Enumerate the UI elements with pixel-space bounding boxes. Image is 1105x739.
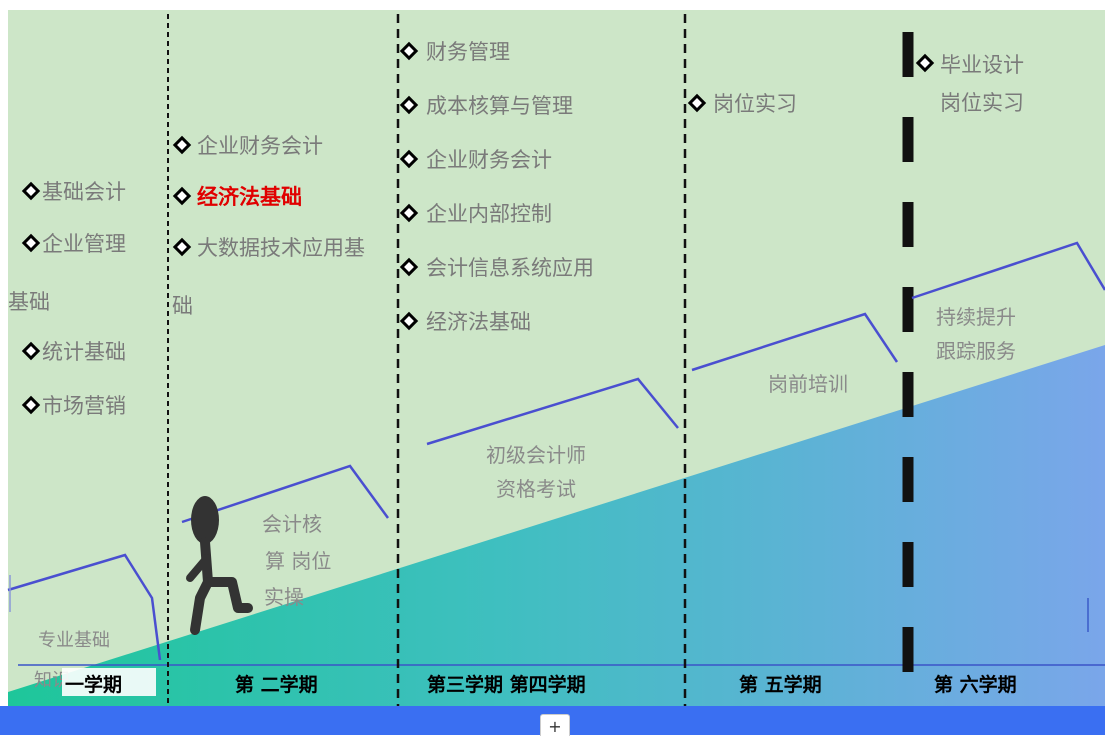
- course-item: 毕业设计: [940, 53, 1024, 77]
- stage-label-col1: 专业基础 知识: [34, 630, 110, 691]
- stage-label-line: 跟踪服务: [936, 339, 1016, 363]
- course-item: 大数据技术应用基: [197, 236, 365, 260]
- course-item-continuation: 基础: [8, 290, 50, 314]
- course-list-col2: 企业财务会计 经济法基础 大数据技术应用基 础: [172, 134, 365, 318]
- semester-label: 第 六学期: [934, 673, 1017, 696]
- diamond-bullet-icon: [399, 95, 419, 115]
- stage-label-col5: 持续提升 跟踪服务: [936, 305, 1016, 363]
- course-item: 企业财务会计: [197, 134, 323, 158]
- diamond-bullet-icon: [21, 395, 41, 415]
- course-item-continuation: 岗位实习: [940, 91, 1024, 115]
- stage-label-col4: 岗前培训: [768, 372, 848, 396]
- course-list-col4: 岗位实习: [687, 92, 797, 116]
- step-line: [426, 377, 679, 446]
- diamond-bullet-icon: [687, 93, 707, 113]
- diamond-bullet-icon: [21, 233, 41, 253]
- diamond-bullet-icon: [399, 149, 419, 169]
- step-line: [911, 241, 1105, 300]
- diamond-bullet-icon: [172, 237, 192, 257]
- diagram-canvas: 基础会计 企业管理 基础 统计基础 市场营销 企业财务会计 经济法基础 大数据技…: [7, 10, 1105, 706]
- stage-label-line: 持续提升: [936, 305, 1016, 329]
- semester-label: 第 二学期: [235, 673, 318, 696]
- course-item: 企业内部控制: [426, 202, 552, 226]
- diamond-bullet-icon: [399, 41, 419, 61]
- diamond-bullet-icon: [399, 311, 419, 331]
- stage-label-line: 岗前培训: [768, 372, 848, 396]
- stage-label-line: 算 岗位: [265, 549, 331, 573]
- course-item: 企业管理: [42, 232, 126, 256]
- diamond-bullet-icon: [172, 186, 192, 206]
- course-item: 会计信息系统应用: [426, 256, 594, 280]
- course-item: 岗位实习: [713, 92, 797, 116]
- diamond-bullet-icon: [21, 341, 41, 361]
- course-item: 统计基础: [42, 340, 126, 364]
- course-item: 市场营销: [42, 394, 126, 418]
- diamond-bullet-icon: [21, 181, 41, 201]
- course-item: 财务管理: [426, 40, 510, 64]
- stage-label-line: 实操: [264, 585, 304, 609]
- progress-ramp: [8, 345, 1105, 706]
- semester-label: 第三学期 第四学期: [427, 673, 586, 696]
- diamond-bullet-icon: [399, 203, 419, 223]
- walking-person-icon: [186, 496, 253, 635]
- stage-label-col3: 初级会计师 资格考试: [486, 443, 586, 501]
- course-list-col3: 财务管理 成本核算与管理 企业财务会计 企业内部控制 会计信息系统应用 经济法基…: [399, 40, 594, 334]
- course-item: 成本核算与管理: [426, 94, 573, 118]
- step-line: [7, 553, 162, 661]
- course-list-col1: 基础会计 企业管理 基础 统计基础 市场营销: [8, 180, 126, 418]
- course-item-highlight: 经济法基础: [197, 184, 302, 209]
- stage-label-line: 资格考试: [496, 477, 576, 501]
- add-button[interactable]: +: [540, 714, 570, 736]
- diamond-bullet-icon: [399, 257, 419, 277]
- semester-label: 第 五学期: [739, 673, 822, 696]
- course-item: 基础会计: [42, 180, 126, 204]
- semester-label-backdrop: [62, 668, 156, 696]
- stage-label-line: 专业基础: [38, 630, 110, 651]
- course-list-col5: 毕业设计 岗位实习: [915, 53, 1024, 115]
- course-item-continuation: 础: [172, 294, 193, 318]
- step-line: [691, 312, 899, 372]
- semester-label: 一学期: [65, 673, 122, 696]
- stage-label-line: 初级会计师: [486, 443, 586, 467]
- stage-label-col2: 会计核 算 岗位 实操: [262, 512, 331, 609]
- stage-label-line: 知识: [34, 670, 70, 691]
- step-line: [181, 464, 390, 524]
- stage-label-line: 会计核: [262, 512, 322, 536]
- course-item: 经济法基础: [426, 310, 531, 334]
- diamond-bullet-icon: [172, 135, 192, 155]
- diamond-bullet-icon: [915, 53, 935, 73]
- course-item: 企业财务会计: [426, 148, 552, 172]
